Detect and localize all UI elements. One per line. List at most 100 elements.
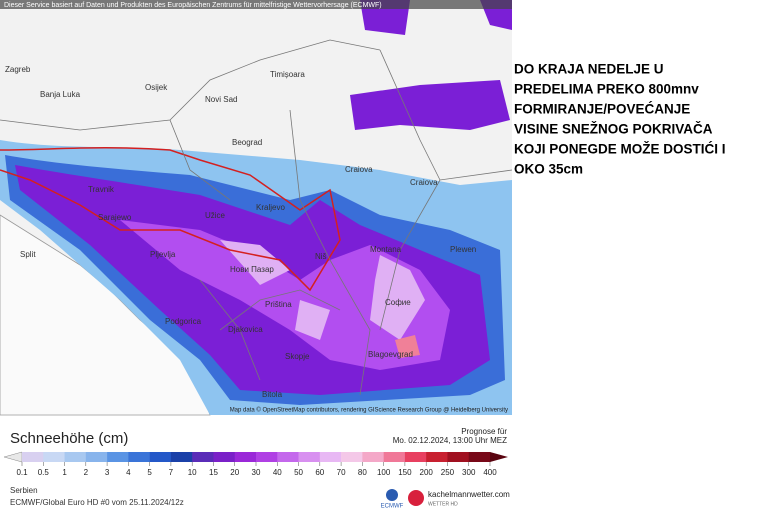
annotation-line: PREDELIMA PREKO 800mnv (514, 82, 699, 97)
legend-label: 5 (147, 468, 152, 477)
legend-swatch (468, 452, 491, 462)
legend-label: 400 (483, 468, 497, 477)
city-label: Priština (265, 300, 292, 309)
legend-arrow-left (3, 451, 23, 463)
site: kachelmannwetter.com (428, 490, 510, 499)
city-label: Kraljevo (256, 203, 285, 212)
border-highlight (0, 147, 341, 292)
legend-swatch (447, 452, 470, 462)
legend-swatch (149, 452, 172, 462)
legend-swatch (426, 452, 448, 462)
city-label: Beograd (232, 138, 262, 147)
legend-swatch (170, 452, 193, 462)
legend-swatch (383, 452, 406, 462)
legend-swatch (128, 452, 150, 462)
region: Serbien (10, 486, 38, 495)
map-attribution: Map data © OpenStreetMap contributors, r… (230, 407, 508, 414)
legend-swatch (256, 452, 278, 462)
borders (0, 39, 513, 396)
forecast-label: Prognose für (461, 427, 507, 436)
legend: Schneehöhe (cm) Prognose für Mo. 02.12.2… (3, 427, 508, 477)
legend-label: 0.5 (38, 468, 50, 477)
city-label: Timișoara (270, 70, 305, 79)
city-label: Craiova (410, 178, 438, 187)
city-label: Софие (385, 298, 411, 307)
legend-label: 20 (230, 468, 239, 477)
legend-swatch (319, 452, 342, 462)
legend-label: 15 (209, 468, 218, 477)
snow-carpathians (350, 80, 510, 130)
legend-label: 70 (337, 468, 346, 477)
legend-label: 40 (273, 468, 282, 477)
city-label: Нови Пазар (230, 265, 274, 274)
map-header: Dieser Service basiert auf Daten und Pro… (4, 2, 382, 9)
legend-label: 150 (398, 468, 412, 477)
legend-swatch (234, 452, 257, 462)
legend-label: 7 (169, 468, 174, 477)
legend-swatch (22, 452, 44, 462)
legend-label: 60 (315, 468, 324, 477)
city-label: Sarajewo (98, 213, 132, 222)
annotation-line: KOJI PONEGDE MOŽE DOSTIĆI I (514, 142, 726, 157)
annotation-line: FORMIRANJE/POVEĆANJE (514, 102, 690, 117)
ecmwf-logo (386, 489, 398, 501)
legend-swatch (107, 452, 129, 462)
city-label: Novi Sad (205, 95, 237, 104)
snow-pale (220, 240, 425, 340)
annotation: DO KRAJA NEDELJE U PREDELIMA PREKO 800mn… (514, 62, 726, 177)
legend-label: 80 (358, 468, 367, 477)
legend-label: 300 (462, 468, 476, 477)
city-label: Podgorica (165, 317, 202, 326)
city-label: Montana (370, 245, 402, 254)
city-label: Travnik (88, 185, 115, 194)
legend-label: 3 (105, 468, 110, 477)
legend-label: 1 (62, 468, 67, 477)
site-sub: WETTER HD (428, 501, 458, 507)
legend-title: Schneehöhe (cm) (10, 430, 128, 447)
legend-swatch (64, 452, 87, 462)
legend-label: 2 (84, 468, 89, 477)
city-label: Užice (205, 211, 226, 220)
model: ECMWF/Global Euro HD #0 vom 25.11.2024/1… (10, 498, 184, 507)
legend-label: 250 (441, 468, 455, 477)
city-label: Banja Luka (40, 90, 81, 99)
legend-swatch (362, 452, 384, 462)
city-label: Zagreb (5, 65, 31, 74)
header-bar (0, 0, 512, 9)
legend-swatch (213, 452, 236, 462)
city-label: Skopje (285, 352, 310, 361)
annotation-line: OKO 35cm (514, 162, 583, 177)
city-label: Split (20, 250, 36, 259)
legend-label: 0.1 (16, 468, 28, 477)
snow-violet (120, 220, 450, 370)
legend-label: 200 (420, 468, 434, 477)
legend-arrow-right (490, 452, 508, 462)
city-label: Pljevlja (150, 250, 176, 259)
city-label: Djakovica (228, 325, 263, 334)
legend-swatch (341, 452, 363, 462)
forecast-date: Mo. 02.12.2024, 13:00 Uhr MEZ (393, 436, 507, 445)
city-label: Bitola (262, 390, 283, 399)
city-label: Craiova (345, 165, 373, 174)
legend-label: 4 (126, 468, 131, 477)
ecmwf-text: ECMWF (381, 504, 404, 510)
legend-swatch (298, 452, 321, 462)
site-logo (408, 490, 424, 506)
legend-label: 10 (188, 468, 197, 477)
city-label: Blagoevgrad (368, 350, 413, 359)
legend-swatch (192, 452, 214, 462)
legend-label: 100 (377, 468, 391, 477)
annotation-line: VISINE SNEŽNOG POKRIVAČA (514, 122, 713, 137)
legend-label: 50 (294, 468, 303, 477)
legend-label: 30 (252, 468, 261, 477)
annotation-line: DO KRAJA NEDELJE U (514, 62, 664, 77)
snow-pink (395, 335, 420, 358)
footer: Serbien ECMWF/Global Euro HD #0 vom 25.1… (10, 486, 510, 509)
city-label: Niš (315, 252, 327, 261)
legend-swatch (43, 452, 65, 462)
map: Dieser Service basiert auf Daten und Pro… (0, 0, 513, 416)
legend-swatch (404, 452, 427, 462)
legend-swatch (277, 452, 299, 462)
legend-swatch (85, 452, 108, 462)
